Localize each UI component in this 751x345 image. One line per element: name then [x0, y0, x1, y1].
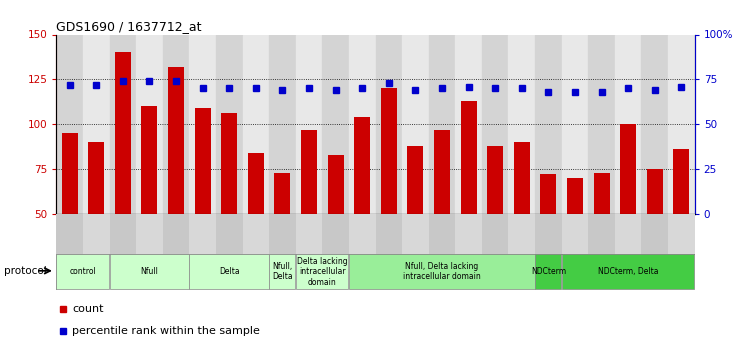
- Bar: [460, 101, 477, 214]
- Text: Delta: Delta: [219, 267, 240, 276]
- Bar: [408, 146, 424, 214]
- Bar: [56, 214, 83, 254]
- Bar: [136, 34, 163, 214]
- Bar: [434, 130, 450, 214]
- Text: NDCterm, Delta: NDCterm, Delta: [598, 267, 659, 276]
- Bar: [110, 254, 189, 289]
- Bar: [248, 153, 264, 214]
- Bar: [668, 34, 695, 214]
- Bar: [56, 254, 109, 289]
- Bar: [189, 34, 216, 214]
- Bar: [243, 214, 269, 254]
- Bar: [455, 214, 482, 254]
- Bar: [110, 34, 136, 214]
- Bar: [615, 214, 641, 254]
- Bar: [322, 214, 349, 254]
- Bar: [402, 34, 429, 214]
- Bar: [455, 34, 482, 214]
- Bar: [514, 142, 529, 214]
- Bar: [508, 34, 535, 214]
- Bar: [376, 34, 402, 214]
- Bar: [189, 214, 216, 254]
- Bar: [562, 34, 588, 214]
- Text: Nfull: Nfull: [140, 267, 158, 276]
- Bar: [322, 34, 349, 214]
- Bar: [620, 124, 636, 214]
- Bar: [168, 67, 184, 214]
- Bar: [402, 214, 429, 254]
- Bar: [354, 117, 370, 214]
- Text: Nfull,
Delta: Nfull, Delta: [272, 262, 293, 282]
- Bar: [588, 34, 615, 214]
- Bar: [647, 169, 663, 214]
- Bar: [83, 214, 110, 254]
- Bar: [535, 34, 562, 214]
- Bar: [349, 214, 376, 254]
- Bar: [429, 214, 455, 254]
- Bar: [269, 214, 296, 254]
- Bar: [668, 214, 695, 254]
- Bar: [56, 34, 83, 214]
- Text: NDCterm: NDCterm: [531, 267, 566, 276]
- Bar: [269, 254, 295, 289]
- Bar: [296, 34, 322, 214]
- Bar: [189, 254, 269, 289]
- Bar: [588, 214, 615, 254]
- Bar: [296, 214, 322, 254]
- Bar: [541, 175, 556, 214]
- Bar: [535, 254, 561, 289]
- Bar: [535, 214, 562, 254]
- Bar: [567, 178, 583, 214]
- Bar: [562, 254, 694, 289]
- Bar: [62, 133, 77, 214]
- Bar: [163, 34, 189, 214]
- Text: Delta lacking
intracellular
domain: Delta lacking intracellular domain: [297, 257, 348, 287]
- Bar: [593, 172, 610, 214]
- Bar: [674, 149, 689, 214]
- Text: count: count: [72, 304, 104, 314]
- Bar: [83, 34, 110, 214]
- Text: Nfull, Delta lacking
intracellular domain: Nfull, Delta lacking intracellular domai…: [403, 262, 481, 282]
- Bar: [216, 214, 243, 254]
- Text: protocol: protocol: [4, 266, 47, 276]
- Bar: [482, 214, 508, 254]
- Bar: [274, 172, 291, 214]
- Text: control: control: [70, 267, 96, 276]
- Bar: [163, 214, 189, 254]
- Bar: [508, 214, 535, 254]
- Bar: [115, 52, 131, 214]
- Bar: [296, 254, 348, 289]
- Bar: [243, 34, 269, 214]
- Bar: [110, 214, 136, 254]
- Bar: [327, 155, 344, 214]
- Bar: [615, 34, 641, 214]
- Bar: [429, 34, 455, 214]
- Bar: [381, 88, 397, 214]
- Bar: [641, 214, 668, 254]
- Bar: [482, 34, 508, 214]
- Text: GDS1690 / 1637712_at: GDS1690 / 1637712_at: [56, 20, 202, 33]
- Bar: [89, 142, 104, 214]
- Bar: [562, 214, 588, 254]
- Text: percentile rank within the sample: percentile rank within the sample: [72, 326, 260, 336]
- Bar: [301, 130, 317, 214]
- Bar: [487, 146, 503, 214]
- Bar: [222, 114, 237, 214]
- Bar: [349, 254, 535, 289]
- Bar: [141, 106, 158, 214]
- Bar: [376, 214, 402, 254]
- Bar: [269, 34, 296, 214]
- Bar: [349, 34, 376, 214]
- Bar: [641, 34, 668, 214]
- Bar: [136, 214, 163, 254]
- Bar: [216, 34, 243, 214]
- Bar: [195, 108, 210, 214]
